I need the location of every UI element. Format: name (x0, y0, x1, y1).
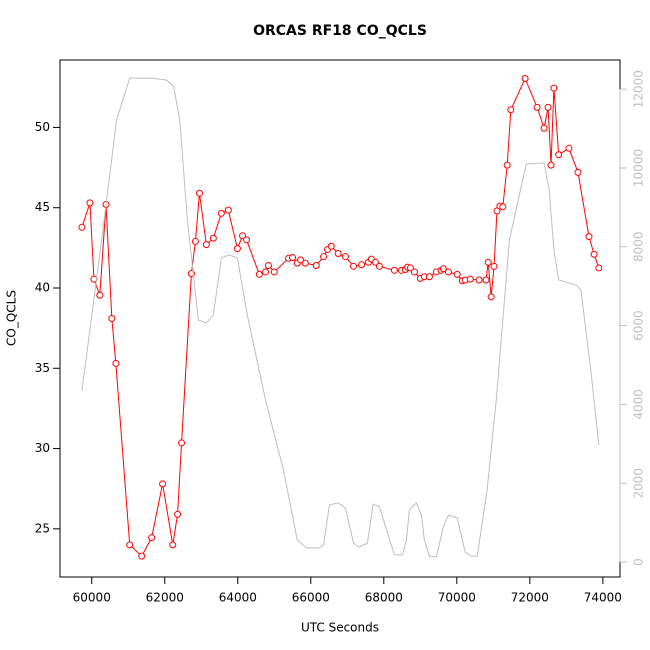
data-point (312, 262, 320, 270)
data-point (475, 276, 483, 284)
data-point (482, 276, 490, 284)
data-point (439, 265, 447, 273)
data-point (358, 261, 366, 269)
data-point (341, 253, 349, 261)
data-point (126, 541, 134, 549)
data-point (490, 262, 498, 270)
data-point (289, 253, 297, 261)
data-point (138, 552, 146, 560)
data-point (547, 161, 555, 169)
data-point (540, 124, 548, 132)
data-point (406, 264, 414, 272)
data-point (390, 266, 398, 274)
x-tick-label: 70000 (438, 591, 476, 605)
data-point (410, 268, 418, 276)
data-point (555, 151, 563, 159)
y2-tick-label: 0 (632, 558, 646, 566)
x-tick-label: 66000 (292, 591, 330, 605)
data-point (264, 262, 272, 270)
data-point (112, 359, 120, 367)
series-line (81, 77, 600, 558)
data-point (487, 293, 495, 301)
data-point (217, 209, 225, 217)
y-tick-label: 35 (35, 361, 50, 375)
data-point (320, 253, 328, 261)
y2-tick-label: 12000 (632, 70, 646, 108)
data-point (178, 439, 186, 447)
data-point (371, 258, 379, 266)
y-axis-label: CO_QCLS (5, 290, 19, 346)
data-point (270, 268, 278, 276)
data-point (174, 510, 182, 518)
y-tick-label: 40 (35, 280, 50, 294)
y2-tick-label: 2000 (632, 468, 646, 499)
data-point (466, 275, 474, 283)
data-point (78, 223, 86, 231)
data-point (239, 232, 247, 240)
data-point (503, 161, 511, 169)
data-point (108, 315, 116, 322)
data-point (327, 242, 335, 250)
data-point (159, 480, 167, 488)
data-point (169, 541, 177, 549)
data-point (425, 273, 433, 281)
data-point (148, 534, 156, 542)
data-point (595, 264, 603, 272)
data-point (521, 74, 529, 82)
data-point (86, 199, 94, 207)
data-point (243, 236, 251, 244)
data-point (262, 268, 270, 276)
data-point (224, 206, 232, 214)
y2-tick-label: 4000 (632, 389, 646, 420)
x-tick-label: 64000 (219, 591, 257, 605)
data-point (484, 258, 492, 266)
data-point (585, 233, 593, 241)
chart-title: ORCAS RF18 CO_QCLS (253, 23, 427, 39)
y-tick-label: 45 (35, 200, 50, 214)
x-tick-label: 60000 (73, 591, 111, 605)
x-tick-label: 74000 (584, 591, 622, 605)
data-point (550, 84, 558, 92)
data-point (574, 168, 582, 176)
data-point (444, 268, 452, 276)
y2-tick-label: 10000 (632, 149, 646, 187)
data-point (297, 256, 305, 264)
data-point (209, 234, 217, 242)
x-tick-label: 62000 (146, 591, 184, 605)
y2-tick-label: 8000 (632, 232, 646, 263)
data-point (565, 144, 573, 152)
y-tick-label: 25 (35, 521, 50, 535)
y-tick-label: 30 (35, 441, 50, 455)
data-point (202, 241, 210, 249)
data-point (453, 270, 461, 278)
data-point (233, 245, 241, 253)
x-tick-label: 72000 (511, 591, 549, 605)
data-point (334, 249, 342, 257)
y2-tick-label: 6000 (632, 310, 646, 341)
data-point (195, 189, 203, 197)
data-point (544, 103, 552, 111)
data-point (533, 103, 541, 111)
data-point (255, 270, 263, 278)
data-point (301, 259, 309, 267)
y-tick-label: 50 (35, 120, 50, 134)
data-point (350, 262, 358, 270)
data-point (96, 291, 104, 299)
x-axis-label: UTC Seconds (301, 621, 379, 635)
data-point (375, 262, 383, 270)
data-point (499, 203, 507, 211)
x-tick-label: 68000 (365, 591, 403, 605)
data-point (507, 106, 515, 114)
data-point (590, 250, 598, 258)
data-point (191, 237, 199, 245)
